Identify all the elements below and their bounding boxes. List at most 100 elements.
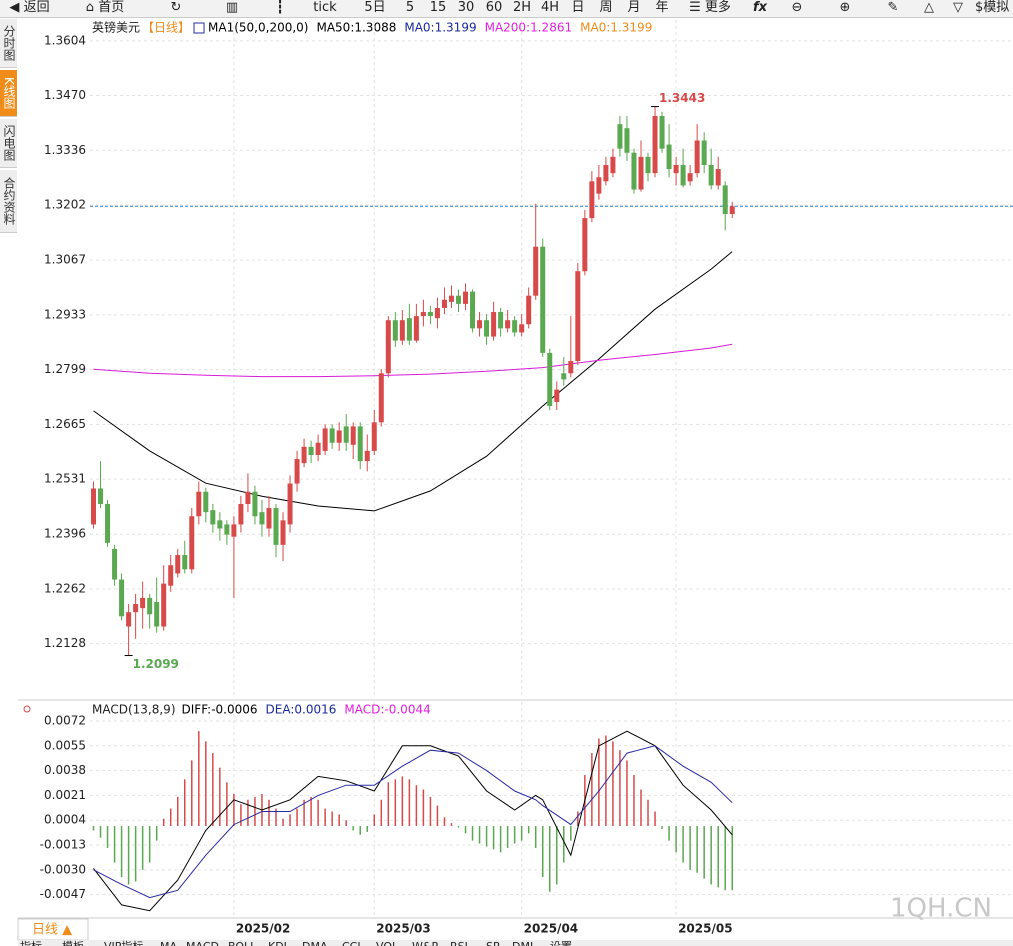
y-tick-label: 0.0055 [44, 738, 86, 752]
candle-body [484, 320, 490, 337]
indicator-tab[interactable]: CCI [342, 940, 361, 946]
indicator-tab[interactable]: 设置 [550, 940, 572, 946]
candle-body [701, 140, 707, 165]
period-button[interactable]: 15 [429, 0, 447, 15]
candle-body [357, 426, 363, 462]
more-button[interactable]: ☰ 更多 [689, 0, 731, 15]
period-button[interactable]: 年 [655, 0, 669, 15]
period-button[interactable]: 5日 [364, 0, 386, 15]
period-tab[interactable] [17, 918, 89, 941]
indicator-tab[interactable]: BOLL [228, 940, 257, 946]
y-tick-label: 0.0072 [44, 713, 86, 727]
period-button[interactable]: 60 [485, 0, 503, 15]
candle-body [399, 320, 405, 341]
indicator-label: MA0:1.3199 [404, 21, 476, 35]
candle-body [147, 597, 153, 615]
y-tick-label: 1.3067 [44, 253, 86, 267]
indicator-label: MA50:1.3088 [316, 21, 396, 35]
y-tick-label: 0.0004 [44, 813, 86, 827]
candle-body [182, 555, 188, 570]
indicator-tab[interactable]: SR [486, 940, 501, 946]
candle-body [91, 488, 97, 525]
y-tick-label: -0.0030 [40, 862, 86, 876]
indicator-tab[interactable]: W&R [412, 940, 439, 946]
period-button[interactable]: 日 [571, 0, 585, 15]
refresh-button[interactable]: ↻ [170, 0, 182, 15]
chart-title: 英镑美元 [92, 20, 140, 35]
chart-icon[interactable]: ▥ [225, 0, 239, 15]
watermark: 1QH.CN [890, 894, 992, 924]
indicator-tab[interactable]: 指标 [20, 939, 42, 946]
candle-body [715, 169, 721, 186]
indicator-tab[interactable]: VIP指标 [104, 939, 143, 946]
side-tab[interactable]: 分时图 [0, 19, 17, 68]
indicator-tab[interactable]: DMI [512, 940, 533, 946]
candle-body [540, 246, 546, 353]
candle-body [196, 491, 202, 517]
candle-body [350, 426, 356, 445]
zoom-out[interactable]: ⊖ [791, 0, 803, 15]
toolbar [0, 0, 1013, 18]
candle-body [441, 299, 447, 308]
period-button[interactable]: 4H [540, 0, 560, 15]
up-icon[interactable]: △ [924, 0, 934, 15]
candle-icon[interactable]: ┇ [276, 0, 284, 15]
candle-body [259, 512, 265, 525]
candle-body [561, 373, 567, 380]
candle-body [210, 510, 216, 525]
candle-body [491, 312, 497, 337]
zoom-in[interactable]: ⊕ [839, 0, 851, 15]
period-button[interactable]: 周 [599, 0, 613, 15]
candle-body [427, 312, 433, 317]
x-tick-label: 2025/04 [524, 922, 578, 936]
period-button[interactable]: 月 [627, 0, 641, 15]
candle-body [252, 491, 258, 517]
indicator-tab[interactable]: MA [160, 940, 177, 946]
draw-icon[interactable]: ✎ [887, 0, 899, 15]
indicator-tab[interactable]: VOL [376, 940, 399, 946]
candle-body [624, 128, 630, 153]
macd-line [93, 730, 733, 912]
sim-label[interactable]: 模拟 [983, 0, 1010, 15]
y-tick-label: 0.0038 [44, 763, 86, 777]
candle-body [301, 446, 307, 464]
candle-body [652, 115, 658, 174]
y-tick-label: -0.0047 [40, 887, 86, 901]
candle-body [498, 312, 504, 329]
side-tab[interactable]: K线图 [0, 70, 17, 117]
more-label[interactable]: 更多 [704, 0, 731, 15]
sim-button[interactable]: $模拟 [975, 0, 1010, 15]
indicator-tab[interactable]: DMA [302, 940, 328, 946]
side-tab[interactable]: 合约资料 [0, 170, 17, 233]
back-label[interactable]: 返回 [23, 0, 50, 15]
side-tab[interactable]: 闪电图 [0, 119, 17, 168]
indicator-tab[interactable]: MACD [186, 940, 219, 946]
macd-line [93, 745, 733, 899]
y-tick-label: 1.2128 [44, 636, 86, 650]
candle-body [189, 516, 195, 570]
ma-line [93, 343, 733, 378]
indicator-tab[interactable]: RSI [450, 940, 468, 946]
period-button[interactable]: 5 [405, 0, 415, 15]
candle-body [448, 295, 454, 302]
indicator-tab[interactable]: KDJ [268, 940, 287, 946]
indicator-label: DIFF:-0.0006 [182, 703, 258, 717]
fx-icon[interactable]: fx [752, 0, 768, 15]
chart-title: MACD(13,8,9) [92, 703, 176, 717]
y-tick-label: 1.2665 [44, 417, 86, 431]
period-button[interactable]: 2H [512, 0, 532, 15]
candle-body [154, 602, 160, 627]
candle-body [217, 520, 223, 529]
back-button[interactable]: ◀ 返回 [9, 0, 50, 15]
indicator-tab[interactable]: 模板 [62, 939, 84, 946]
home-button[interactable]: ⌂ 首页 [85, 0, 125, 15]
tick-button[interactable]: tick [313, 0, 337, 15]
candle-body [463, 291, 469, 304]
home-label[interactable]: 首页 [98, 0, 125, 15]
candle-body [294, 459, 300, 484]
period-tab-label[interactable]: 日线 ▲ [32, 923, 72, 938]
candle-body [722, 185, 728, 215]
period-button[interactable]: 30 [457, 0, 475, 15]
down-icon[interactable]: ▽ [953, 0, 963, 15]
